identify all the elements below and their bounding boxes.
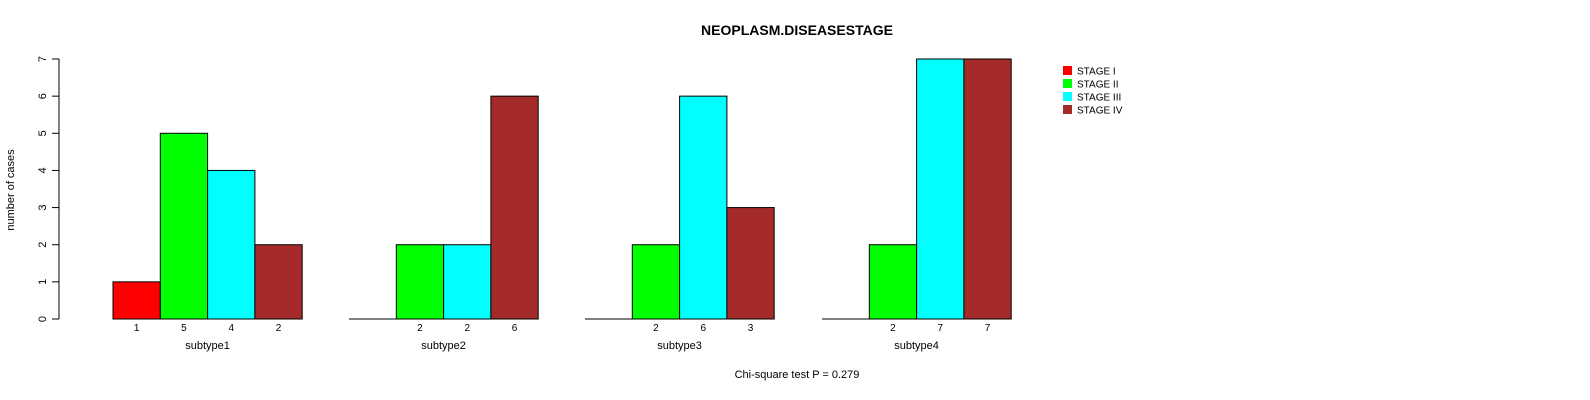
chart-title: NEOPLASM.DISEASESTAGE bbox=[701, 22, 893, 38]
category-label: subtype3 bbox=[657, 340, 702, 352]
bar bbox=[963, 58, 1012, 320]
y-tick-label: 7 bbox=[37, 56, 49, 62]
bar-value-label: 1 bbox=[134, 323, 140, 334]
bar-labels: 1 5 4 2 2 2 6 2 6 3 2 7 7 bbox=[134, 323, 991, 334]
y-ticks: 0 1 2 3 4 5 6 7 bbox=[37, 56, 59, 322]
legend-label: STAGE IV bbox=[1077, 106, 1123, 117]
bar bbox=[443, 244, 492, 320]
bar bbox=[159, 132, 209, 320]
legend: STAGE I STAGE II STAGE III STAGE IV bbox=[1063, 66, 1123, 117]
bar-value-label: 7 bbox=[985, 323, 991, 334]
bar-value-label: 6 bbox=[512, 323, 518, 334]
bar-value-label: 5 bbox=[181, 323, 187, 334]
group-labels: subtype1 subtype2 subtype3 subtype4 bbox=[185, 340, 939, 352]
bar-value-label: 7 bbox=[937, 323, 943, 334]
bars bbox=[112, 58, 1012, 320]
category-label: subtype1 bbox=[185, 340, 230, 352]
legend-label: STAGE I bbox=[1077, 67, 1116, 78]
y-tick-label: 6 bbox=[37, 93, 49, 99]
y-tick-label: 0 bbox=[37, 316, 49, 322]
bar-value-label: 2 bbox=[276, 323, 282, 334]
legend-swatch bbox=[1063, 79, 1072, 88]
bar-value-label: 6 bbox=[700, 323, 706, 334]
bar-value-label: 3 bbox=[748, 323, 754, 334]
bar bbox=[395, 244, 445, 320]
bar bbox=[679, 95, 728, 320]
category-label: subtype4 bbox=[894, 340, 939, 352]
y-tick-label: 4 bbox=[37, 167, 49, 173]
y-axis-label: number of cases bbox=[5, 149, 17, 231]
legend-swatch bbox=[1063, 92, 1072, 101]
bar bbox=[112, 281, 161, 320]
category-label: subtype2 bbox=[421, 340, 466, 352]
footnote: Chi-square test P = 0.279 bbox=[735, 369, 860, 381]
bar-value-label: 4 bbox=[228, 323, 234, 334]
bar bbox=[254, 244, 303, 320]
legend-label: STAGE III bbox=[1077, 93, 1121, 104]
bar-value-label: 2 bbox=[464, 323, 470, 334]
legend-label: STAGE II bbox=[1077, 80, 1119, 91]
bar bbox=[490, 95, 539, 320]
bar-value-label: 2 bbox=[890, 323, 896, 334]
legend-swatch bbox=[1063, 66, 1072, 75]
bar bbox=[207, 169, 256, 320]
y-tick-label: 3 bbox=[37, 205, 49, 211]
bar bbox=[631, 244, 681, 320]
y-tick-label: 5 bbox=[37, 130, 49, 136]
y-tick-label: 2 bbox=[37, 242, 49, 248]
legend-swatch bbox=[1063, 105, 1072, 114]
bar-value-label: 2 bbox=[653, 323, 659, 334]
bar-value-label: 2 bbox=[417, 323, 423, 334]
bar bbox=[916, 58, 965, 320]
y-tick-label: 1 bbox=[37, 279, 49, 285]
bar bbox=[868, 244, 918, 320]
bar bbox=[726, 207, 775, 320]
